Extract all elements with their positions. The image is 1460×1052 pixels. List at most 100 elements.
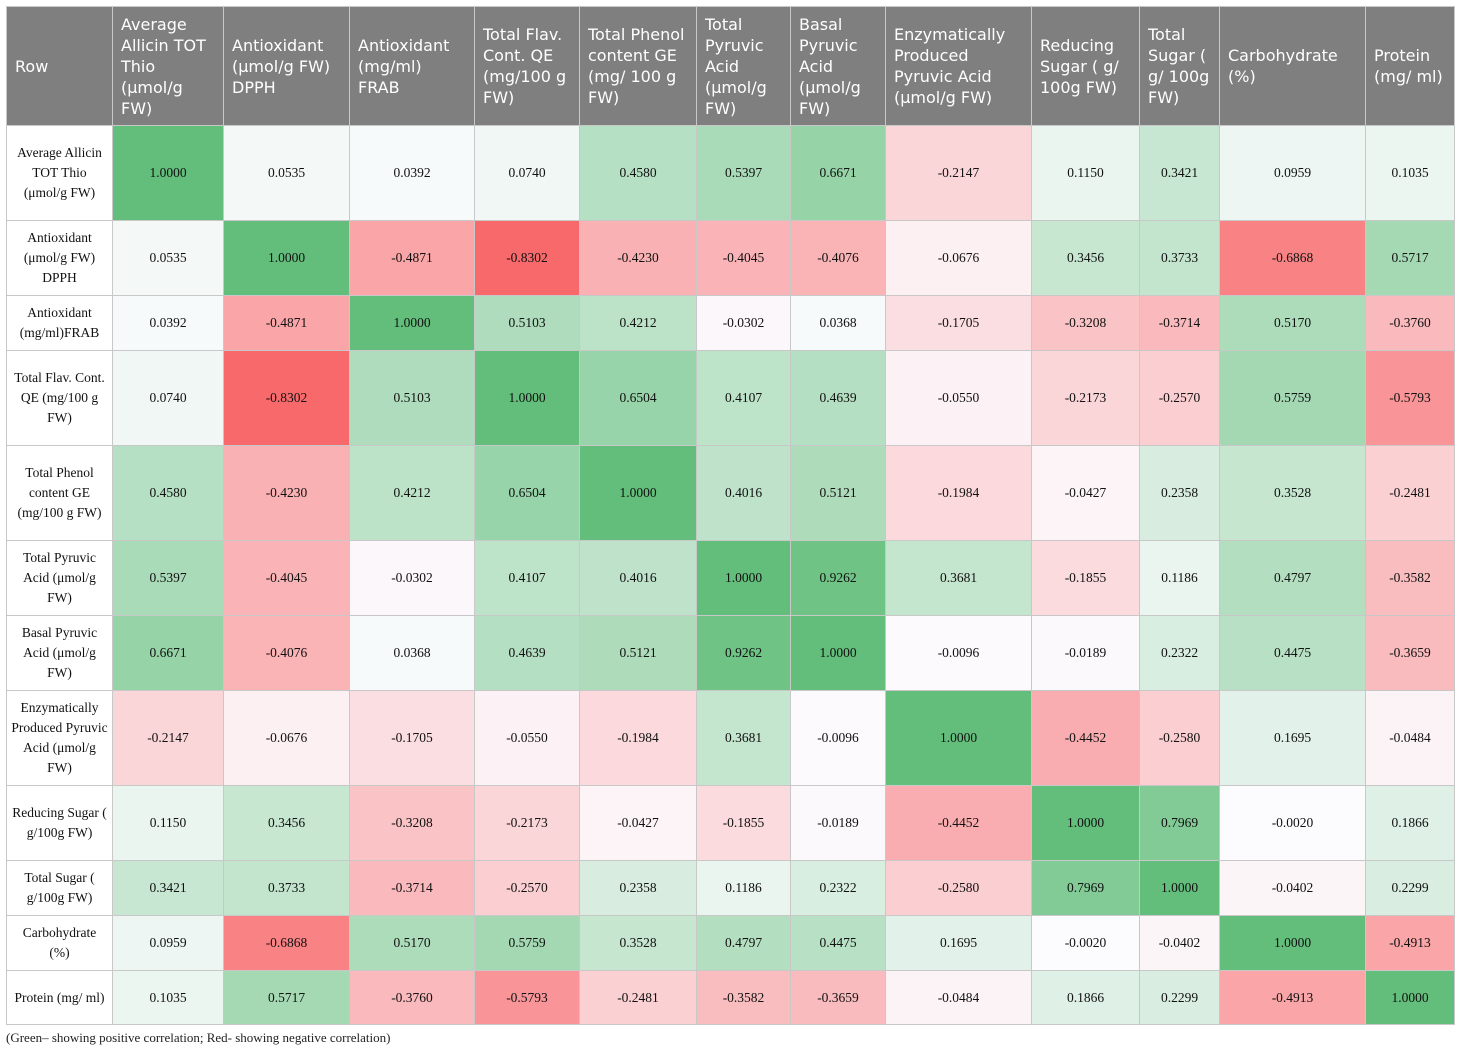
correlation-cell: 1.0000	[223, 220, 350, 296]
correlation-cell: 0.0392	[349, 125, 475, 221]
correlation-cell: -0.0402	[1139, 915, 1220, 971]
correlation-cell: 0.2322	[790, 860, 886, 916]
row-label: Average Allicin TOT Thio (μmol/g FW)	[6, 125, 113, 221]
correlation-cell: 0.6504	[579, 350, 697, 446]
header-row: Row Average Allicin TOT Thio (μmol/g FW) A…	[6, 6, 1455, 126]
column-header: Protein (mg/ ml)	[1365, 6, 1455, 126]
correlation-cell: 0.0368	[790, 295, 886, 351]
correlation-cell: -0.4045	[696, 220, 791, 296]
column-header: Enzymatically Produced Pyruvic Acid (μmo…	[885, 6, 1032, 126]
correlation-cell: 0.3528	[1219, 445, 1366, 541]
row-label: Basal Pyruvic Acid (μmol/g FW)	[6, 615, 113, 691]
correlation-cell: 0.4639	[790, 350, 886, 446]
correlation-cell: -0.3760	[1365, 295, 1455, 351]
correlation-cell: -0.6868	[223, 915, 350, 971]
correlation-cell: 0.1695	[1219, 690, 1366, 786]
correlation-cell: -0.0189	[1031, 615, 1140, 691]
correlation-cell: 1.0000	[474, 350, 580, 446]
correlation-cell: -0.3659	[790, 970, 886, 1025]
correlation-cell: 0.1866	[1031, 970, 1140, 1025]
correlation-cell: -0.0550	[885, 350, 1032, 446]
correlation-cell: -0.2173	[1031, 350, 1140, 446]
correlation-cell: -0.3582	[696, 970, 791, 1025]
correlation-cell: 0.1866	[1365, 785, 1455, 861]
correlation-cell: -0.3582	[1365, 540, 1455, 616]
row-label: Carbohydrate (%)	[6, 915, 113, 971]
correlation-cell: 0.4580	[579, 125, 697, 221]
row-label: Reducing Sugar ( g/100g FW)	[6, 785, 113, 861]
correlation-cell: -0.2481	[1365, 445, 1455, 541]
correlation-cell: 0.4580	[112, 445, 224, 541]
correlation-cell: -0.2481	[579, 970, 697, 1025]
correlation-cell: 0.3733	[223, 860, 350, 916]
correlation-cell: -0.4913	[1219, 970, 1366, 1025]
correlation-cell: 1.0000	[790, 615, 886, 691]
correlation-cell: -0.0550	[474, 690, 580, 786]
correlation-cell: 0.6671	[112, 615, 224, 691]
correlation-cell: 0.5170	[1219, 295, 1366, 351]
correlation-cell: -0.4076	[223, 615, 350, 691]
correlation-cell: 0.5103	[349, 350, 475, 446]
correlation-cell: -0.3714	[349, 860, 475, 916]
correlation-cell: -0.2570	[1139, 350, 1220, 446]
correlation-cell: 0.0740	[112, 350, 224, 446]
correlation-cell: 1.0000	[1219, 915, 1366, 971]
correlation-cell: 0.9262	[696, 615, 791, 691]
correlation-table: Row Average Allicin TOT Thio (μmol/g FW) A…	[6, 6, 1455, 1025]
correlation-cell: -0.0189	[790, 785, 886, 861]
table-row: Total Sugar ( g/100g FW) 0.3421 0.3733 -0.3…	[6, 860, 1455, 916]
correlation-cell: -0.0484	[885, 970, 1032, 1025]
column-header: Basal Pyruvic Acid (μmol/g FW)	[790, 6, 886, 126]
correlation-cell: 0.1150	[1031, 125, 1140, 221]
correlation-cell: 0.2299	[1139, 970, 1220, 1025]
correlation-cell: -0.4871	[349, 220, 475, 296]
correlation-cell: -0.6868	[1219, 220, 1366, 296]
correlation-cell: -0.2570	[474, 860, 580, 916]
correlation-cell: 0.0392	[112, 295, 224, 351]
correlation-cell: 0.4016	[579, 540, 697, 616]
correlation-cell: 1.0000	[885, 690, 1032, 786]
table-row: Total Flav. Cont. QE (mg/100 g FW) 0.0740…	[6, 350, 1455, 446]
correlation-cell: -0.2580	[885, 860, 1032, 916]
correlation-cell: -0.2147	[112, 690, 224, 786]
correlation-cell: -0.5793	[1365, 350, 1455, 446]
correlation-cell: 0.7969	[1139, 785, 1220, 861]
correlation-cell: 0.4212	[349, 445, 475, 541]
correlation-cell: -0.5793	[474, 970, 580, 1025]
correlation-cell: -0.3760	[349, 970, 475, 1025]
correlation-cell: -0.0302	[349, 540, 475, 616]
correlation-cell: -0.4076	[790, 220, 886, 296]
correlation-cell: -0.4230	[223, 445, 350, 541]
correlation-cell: 0.5103	[474, 295, 580, 351]
table-row: Total Phenol content GE (mg/100 g FW) 0.4…	[6, 445, 1455, 541]
correlation-cell: -0.0020	[1031, 915, 1140, 971]
correlation-cell: -0.0096	[790, 690, 886, 786]
correlation-cell: 0.3528	[579, 915, 697, 971]
correlation-cell: 0.3456	[223, 785, 350, 861]
table-row: Antioxidant (μmol/g FW) DPPH 0.0535 1.0000…	[6, 220, 1455, 296]
correlation-cell: 0.3681	[885, 540, 1032, 616]
column-header: Carbohydrate (%)	[1219, 6, 1366, 126]
correlation-cell: 0.1186	[696, 860, 791, 916]
correlation-cell: 0.4016	[696, 445, 791, 541]
correlation-cell: -0.1984	[885, 445, 1032, 541]
correlation-cell: -0.4045	[223, 540, 350, 616]
correlation-cell: 0.1695	[885, 915, 1032, 971]
correlation-cell: 0.5121	[790, 445, 886, 541]
correlation-cell: 0.4475	[790, 915, 886, 971]
correlation-cell: 0.9262	[790, 540, 886, 616]
table-row: Antioxidant (mg/ml)FRAB 0.0392 -0.4871 1.00…	[6, 295, 1455, 351]
column-header: Antioxidant (μmol/g FW) DPPH	[223, 6, 350, 126]
row-label: Total Flav. Cont. QE (mg/100 g FW)	[6, 350, 113, 446]
correlation-cell: 0.0535	[223, 125, 350, 221]
row-label: Total Phenol content GE (mg/100 g FW)	[6, 445, 113, 541]
correlation-cell: 0.2358	[579, 860, 697, 916]
table-row: Reducing Sugar ( g/100g FW) 0.1150 0.3456-…	[6, 785, 1455, 861]
correlation-cell: 0.5397	[696, 125, 791, 221]
correlation-cell: 0.5170	[349, 915, 475, 971]
correlation-cell: 0.4797	[696, 915, 791, 971]
correlation-cell: -0.0676	[885, 220, 1032, 296]
column-header: Total Sugar ( g/ 100g FW)	[1139, 6, 1220, 126]
correlation-cell: -0.0096	[885, 615, 1032, 691]
correlation-cell: 0.4107	[696, 350, 791, 446]
